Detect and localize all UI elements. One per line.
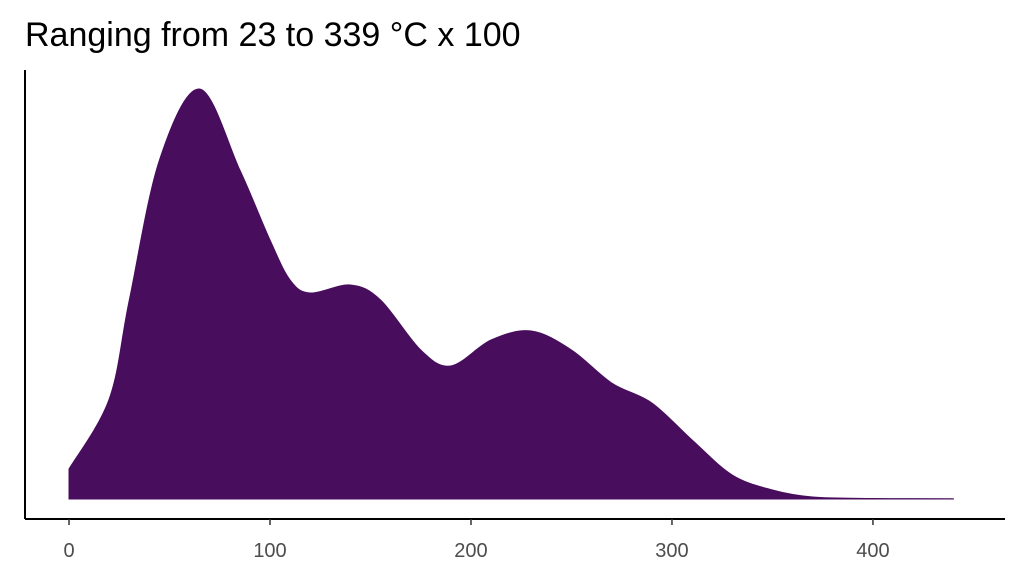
density-area [68,88,954,500]
chart-title: Ranging from 23 to 339 °C x 100 [25,16,521,54]
x-tick-label: 300 [655,540,688,562]
x-tick-label: 100 [253,540,286,562]
x-tick-label: 400 [856,540,889,562]
x-tick-label: 0 [63,540,74,562]
x-tick-label: 200 [454,540,487,562]
